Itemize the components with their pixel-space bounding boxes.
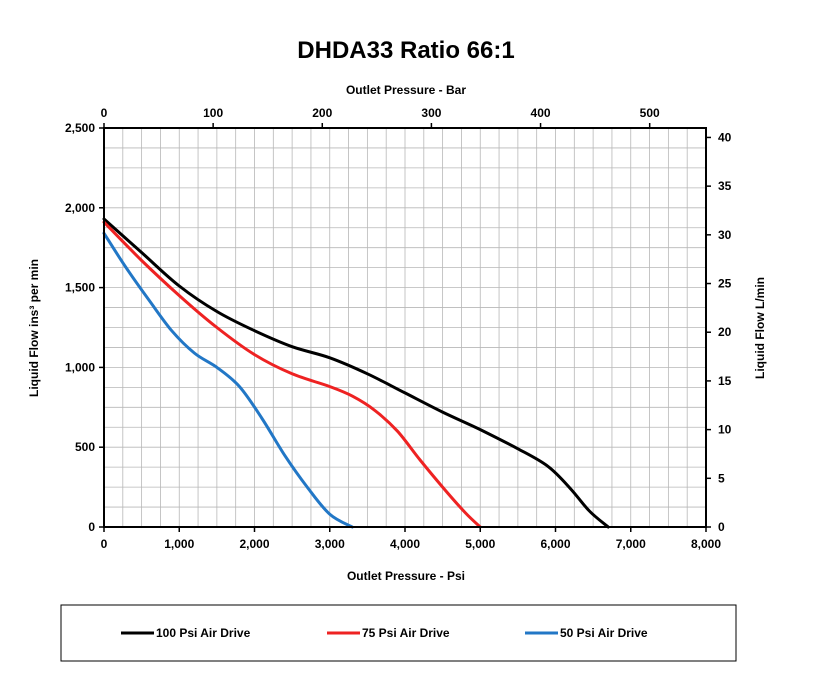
x-tick-label: 6,000: [540, 537, 570, 551]
plot-frame: [99, 123, 711, 532]
x-tick-label: 1,000: [164, 537, 194, 551]
y2-tick-label: 30: [718, 228, 732, 242]
x-tick-label: 5,000: [465, 537, 495, 551]
y2-axis-title: Liquid Flow L/min: [753, 277, 767, 379]
y2-tick-label: 15: [718, 374, 732, 388]
x-tick-label: 7,000: [616, 537, 646, 551]
y2-tick-label: 10: [718, 423, 732, 437]
x-tick-label: 0: [101, 537, 108, 551]
y-tick-label: 2,500: [65, 121, 95, 135]
y2-tick-label: 40: [718, 130, 732, 144]
y2-tick-label: 20: [718, 325, 732, 339]
series-line-100-psi-air-drive: [102, 217, 610, 529]
y-tick-label: 500: [75, 440, 95, 454]
legend: 100 Psi Air Drive 75 Psi Air Drive 50 Psi …: [121, 626, 648, 640]
y-tick-label: 2,000: [65, 201, 95, 215]
chart-title: DHDA33 Ratio 66:1: [297, 37, 514, 64]
legend-label-75-psi-air-drive: 75 Psi Air Drive: [362, 626, 450, 640]
series-lines: [102, 217, 610, 529]
x2-tick-label: 0: [101, 106, 108, 120]
legend-label-50-psi-air-drive: 50 Psi Air Drive: [560, 626, 648, 640]
y-tick-label: 0: [88, 520, 95, 534]
y2-tick-label: 35: [718, 179, 732, 193]
grid: [104, 128, 706, 527]
x-axis-title: Outlet Pressure - Psi: [347, 569, 465, 583]
x2-tick-label: 300: [421, 106, 441, 120]
y-tick-label: 1,500: [65, 281, 95, 295]
x2-axis-title: Outlet Pressure - Bar: [346, 83, 466, 97]
x-tick-label: 2,000: [239, 537, 269, 551]
series-line-75-psi-air-drive: [102, 220, 482, 529]
x2-tick-label: 400: [531, 106, 551, 120]
y2-tick-label: 5: [718, 471, 725, 485]
x2-tick-label: 100: [203, 106, 223, 120]
legend-box: [60, 604, 737, 662]
legend-label-100-psi-air-drive: 100 Psi Air Drive: [156, 626, 251, 640]
x-tick-label: 8,000: [691, 537, 721, 551]
x-tick-label: 4,000: [390, 537, 420, 551]
y2-tick-label: 0: [718, 520, 725, 534]
tick-labels: 0 1,000 2,000 3,000 4,000 5,000 6,000 7,000 8,00…: [65, 106, 732, 551]
x2-tick-label: 500: [640, 106, 660, 120]
y-tick-label: 1,000: [65, 360, 95, 374]
x2-tick-label: 200: [312, 106, 332, 120]
x-tick-label: 3,000: [315, 537, 345, 551]
y2-tick-label: 25: [718, 277, 732, 291]
series-line-50-psi-air-drive: [102, 231, 354, 529]
y-axis-title: Liquid Flow ins³ per min: [27, 259, 41, 397]
